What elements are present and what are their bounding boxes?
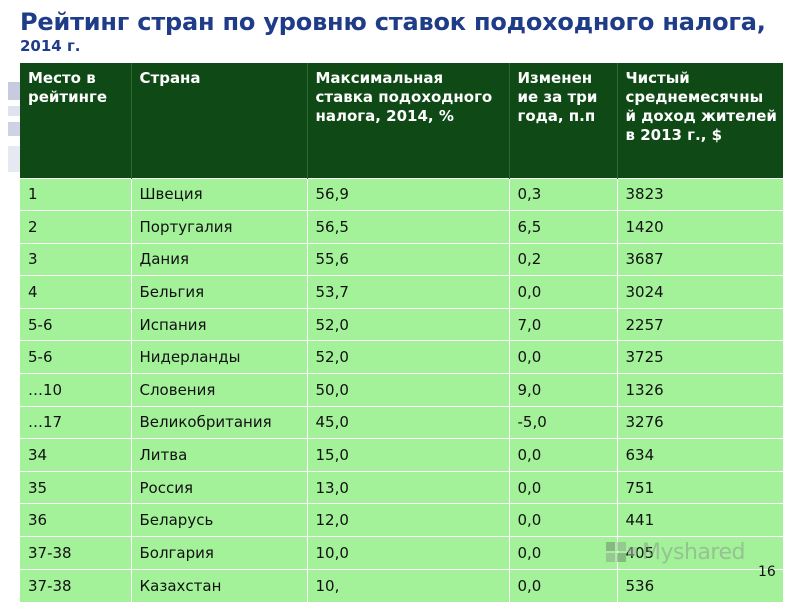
cell-change: 0,0 xyxy=(509,470,618,504)
table-row: 35 Россия 13,0 0,0 751 xyxy=(20,470,783,504)
cell-rank: 36 xyxy=(20,503,132,537)
cell-net-income: 2257 xyxy=(617,307,783,341)
table-row: …10 Словения 50,0 9,0 1326 xyxy=(20,373,783,407)
decorative-bar xyxy=(8,82,22,100)
cell-max-rate: 10,0 xyxy=(307,536,510,570)
cell-country: Казахстан xyxy=(131,568,308,602)
cell-change: 6,5 xyxy=(509,210,618,244)
cell-country: Нидерланды xyxy=(131,340,308,374)
decorative-bar xyxy=(8,122,22,136)
slide-title: Рейтинг стран по уровню ставок подоходно… xyxy=(20,4,790,54)
cell-net-income: 3276 xyxy=(617,405,783,439)
cell-max-rate: 13,0 xyxy=(307,470,510,504)
decorative-bars xyxy=(8,62,22,182)
table-row: 37-38 Казахстан 10, 0,0 536 xyxy=(20,568,783,602)
cell-change: 7,0 xyxy=(509,307,618,341)
cell-country: Швеция xyxy=(131,177,308,211)
cell-rank: …10 xyxy=(20,373,132,407)
cell-max-rate: 10, xyxy=(307,568,510,602)
cell-change: 0,2 xyxy=(509,242,618,276)
cell-change: 0,0 xyxy=(509,438,618,472)
cell-max-rate: 50,0 xyxy=(307,373,510,407)
decorative-bar xyxy=(8,146,22,172)
cell-net-income: 751 xyxy=(617,470,783,504)
cell-change: -5,0 xyxy=(509,405,618,439)
cell-max-rate: 52,0 xyxy=(307,340,510,374)
table-row: 5-6 Испания 52,0 7,0 2257 xyxy=(20,307,783,341)
cell-change: 0,0 xyxy=(509,568,618,602)
cell-net-income: 1420 xyxy=(617,210,783,244)
cell-rank: 35 xyxy=(20,470,132,504)
header-country: Страна xyxy=(131,63,308,178)
cell-net-income: 441 xyxy=(617,503,783,537)
table-row: 37-38 Болгария 10,0 0,0 405 xyxy=(20,536,783,570)
cell-net-income: 3725 xyxy=(617,340,783,374)
watermark-logo-icon xyxy=(606,542,637,562)
cell-change: 0,0 xyxy=(509,340,618,374)
table-header-row: Место в рейтинге Страна Максимальная ста… xyxy=(20,63,783,178)
table-row: …17 Великобритания 45,0 -5,0 3276 xyxy=(20,405,783,439)
cell-country: Дания xyxy=(131,242,308,276)
cell-rank: 4 xyxy=(20,275,132,309)
cell-country: Великобритания xyxy=(131,405,308,439)
cell-max-rate: 56,9 xyxy=(307,177,510,211)
cell-net-income: 3024 xyxy=(617,275,783,309)
table-row: 1 Швеция 56,9 0,3 3823 xyxy=(20,177,783,211)
decorative-bar xyxy=(8,106,22,116)
cell-max-rate: 12,0 xyxy=(307,503,510,537)
table-row: 2 Португалия 56,5 6,5 1420 xyxy=(20,210,783,244)
title-main: Рейтинг стран по уровню ставок подоходно… xyxy=(20,8,766,36)
cell-max-rate: 55,6 xyxy=(307,242,510,276)
cell-rank: 37-38 xyxy=(20,568,132,602)
table-row: 4 Бельгия 53,7 0,0 3024 xyxy=(20,275,783,309)
tax-rating-table: Место в рейтинге Страна Максимальная ста… xyxy=(20,63,783,602)
cell-net-income: 3687 xyxy=(617,242,783,276)
cell-change: 0,0 xyxy=(509,536,618,570)
table-row: 36 Беларусь 12,0 0,0 441 xyxy=(20,503,783,537)
cell-max-rate: 52,0 xyxy=(307,307,510,341)
cell-rank: …17 xyxy=(20,405,132,439)
cell-country: Бельгия xyxy=(131,275,308,309)
cell-max-rate: 45,0 xyxy=(307,405,510,439)
cell-rank: 5-6 xyxy=(20,340,132,374)
cell-net-income: 3823 xyxy=(617,177,783,211)
watermark-text: Мyshared xyxy=(642,540,745,565)
cell-max-rate: 15,0 xyxy=(307,438,510,472)
cell-country: Россия xyxy=(131,470,308,504)
cell-rank: 37-38 xyxy=(20,536,132,570)
header-change: Изменен ие за три года, п.п xyxy=(509,63,618,178)
page-number: 16 xyxy=(758,564,776,580)
cell-rank: 5-6 xyxy=(20,307,132,341)
cell-change: 0,0 xyxy=(509,275,618,309)
cell-max-rate: 53,7 xyxy=(307,275,510,309)
cell-rank: 1 xyxy=(20,177,132,211)
table-row: 3 Дания 55,6 0,2 3687 xyxy=(20,242,783,276)
cell-net-income: 536 xyxy=(617,568,783,602)
cell-net-income: 634 xyxy=(617,438,783,472)
cell-change: 0,3 xyxy=(509,177,618,211)
cell-max-rate: 56,5 xyxy=(307,210,510,244)
cell-country: Испания xyxy=(131,307,308,341)
cell-rank: 2 xyxy=(20,210,132,244)
header-max-rate: Максимальная ставка подоходного налога, … xyxy=(307,63,510,178)
cell-change: 0,0 xyxy=(509,503,618,537)
cell-country: Болгария xyxy=(131,536,308,570)
table-row: 34 Литва 15,0 0,0 634 xyxy=(20,438,783,472)
cell-net-income: 1326 xyxy=(617,373,783,407)
cell-rank: 3 xyxy=(20,242,132,276)
cell-net-income: 405 xyxy=(617,536,783,570)
table-row: 5-6 Нидерланды 52,0 0,0 3725 xyxy=(20,340,783,374)
header-net-income: Чистый среднемесячны й доход жителей в 2… xyxy=(617,63,783,178)
cell-country: Словения xyxy=(131,373,308,407)
header-rank: Место в рейтинге xyxy=(20,63,132,178)
cell-country: Литва xyxy=(131,438,308,472)
cell-rank: 34 xyxy=(20,438,132,472)
title-year: 2014 г. xyxy=(20,37,81,55)
cell-country: Португалия xyxy=(131,210,308,244)
cell-change: 9,0 xyxy=(509,373,618,407)
watermark: Мyshared xyxy=(604,538,764,568)
cell-country: Беларусь xyxy=(131,503,308,537)
